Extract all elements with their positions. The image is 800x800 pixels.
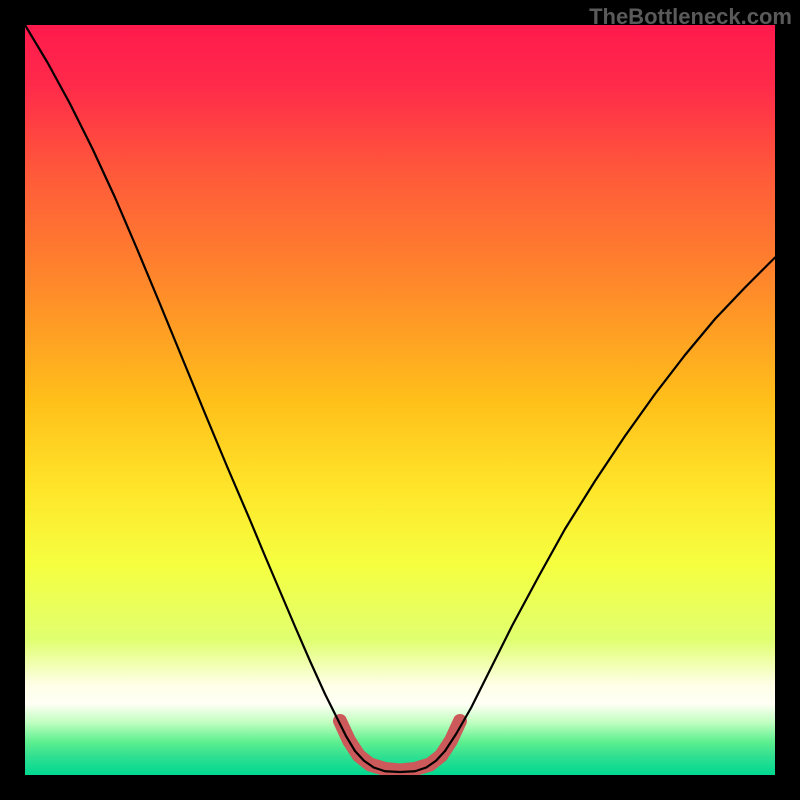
plot-svg <box>25 25 775 775</box>
chart-frame: TheBottleneck.com <box>0 0 800 800</box>
gradient-background <box>25 25 775 775</box>
watermark-text: TheBottleneck.com <box>589 4 792 30</box>
plot-area <box>25 25 775 775</box>
